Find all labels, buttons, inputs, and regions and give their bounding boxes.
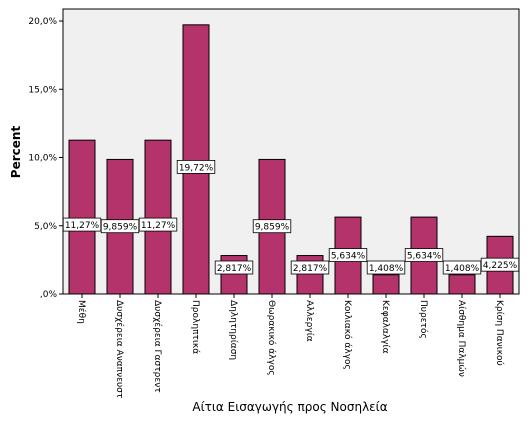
data-label: 1,408% <box>445 264 480 274</box>
data-label-box <box>328 248 368 262</box>
data-label-box <box>366 260 406 275</box>
data-label: 5,634% <box>331 252 366 262</box>
bars-group <box>68 24 514 295</box>
y-tick-label: 20,0% <box>28 17 57 27</box>
data-label: 2,817% <box>217 264 252 274</box>
y-axis-title: Percent <box>9 126 23 179</box>
data-label: 19,72% <box>179 163 214 173</box>
data-label-box <box>138 217 178 232</box>
y-tick-label: 5,0% <box>34 222 57 232</box>
x-axis: Μέθη Δυσχέρεια Αναπνευστ Δυσχέρεια Γαστρεν… <box>76 294 505 398</box>
bar <box>448 274 476 295</box>
x-tick-label: Κεφαλαλγία <box>380 300 390 354</box>
data-label: 2,817% <box>293 264 328 274</box>
x-tick-label: Κρίση Πανικού <box>494 300 505 366</box>
plot-area <box>62 8 520 295</box>
data-label-box <box>214 260 254 275</box>
bar <box>144 139 172 295</box>
data-label: 4,225% <box>483 261 518 271</box>
x-axis-title: Αίτια Εισαγωγής προς Νοσηλεία <box>192 400 387 414</box>
x-tick-label: Προληπτικά <box>190 300 200 354</box>
x-tick-label: Μέθη <box>76 300 87 324</box>
y-tick-label: ,0% <box>40 290 58 300</box>
y-axis: ,0% 5,0% 10,0% 15,0% 20,0% <box>28 17 63 300</box>
data-labels-group: 11,27% 9,859% 11,27%19,72%2,817%9,859%2,81… <box>62 160 520 275</box>
x-tick-label: Αίσθημα Παλμών <box>456 300 467 377</box>
x-tick-label: Πυρετός <box>418 300 429 339</box>
data-label: 11,27% <box>141 221 176 231</box>
data-label: 5,634% <box>407 252 442 262</box>
y-tick-label: 15,0% <box>28 85 57 95</box>
x-tick-label: Δυσχέρεια Αναπνευστ <box>114 300 125 398</box>
x-tick-label: Δυσχέρεια Γαστρεντ <box>152 300 163 393</box>
bar <box>68 139 96 295</box>
data-label-box <box>480 257 520 272</box>
bar <box>182 24 210 295</box>
data-label-box <box>252 219 292 234</box>
data-label: 11,27% <box>65 221 100 231</box>
data-label-box <box>404 248 444 262</box>
data-label-box <box>290 260 330 275</box>
data-label: 9,859% <box>255 223 290 233</box>
data-label: 9,859% <box>103 223 138 233</box>
data-label-box <box>176 160 216 174</box>
bar <box>372 274 400 295</box>
x-tick-label: Αλλεργία <box>304 300 314 342</box>
data-label: 1,408% <box>369 264 404 274</box>
x-tick-label: Θωρακικό άλγος <box>266 300 277 376</box>
x-tick-label: Δηλητηρίαση <box>228 300 238 360</box>
y-tick-label: 10,0% <box>28 154 57 164</box>
data-label-box <box>100 219 140 234</box>
x-tick-label: Κοιλιακό άλγος <box>342 300 353 370</box>
